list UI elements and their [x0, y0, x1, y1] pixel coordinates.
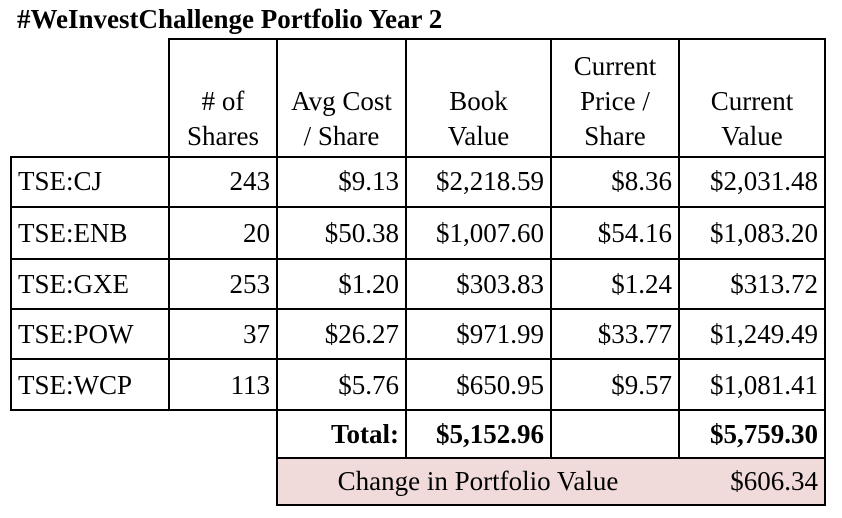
current-value-cell: $1,083.20 — [710, 217, 818, 248]
ticker-cell: TSE:CJ — [18, 166, 103, 196]
page-title: #WeInvestChallenge Portfolio Year 2 — [17, 4, 443, 34]
current-price-cell: $54.16 — [597, 217, 672, 248]
avg-cost-cell: $26.27 — [324, 318, 399, 349]
current-value-cell: $313.72 — [730, 268, 818, 299]
table-border — [550, 38, 552, 459]
book-value-cell: $1,007.60 — [436, 217, 544, 248]
total-book-value: $5,152.96 — [436, 419, 544, 449]
ticker-cell: TSE:ENB — [18, 217, 128, 248]
avg-cost-cell: $50.38 — [324, 217, 399, 248]
current-value-cell: $1,081.41 — [710, 369, 818, 400]
current-price-cell: $1.24 — [611, 268, 672, 299]
table-border — [10, 308, 826, 310]
current-value-cell: $2,031.48 — [710, 166, 818, 196]
current-price-cell: $33.77 — [597, 318, 672, 349]
table-border — [10, 206, 826, 208]
table-border — [276, 38, 278, 506]
table-border — [168, 38, 826, 40]
table-border — [678, 38, 680, 459]
table-border — [824, 38, 826, 506]
avg-cost-cell: $9.13 — [338, 166, 399, 196]
header-current-price: Current Price / Share — [573, 51, 657, 151]
current-price-cell: $8.36 — [611, 166, 672, 196]
ticker-cell: TSE:GXE — [18, 268, 129, 299]
total-label: Total: — [330, 419, 399, 449]
avg-cost-cell: $1.20 — [338, 268, 399, 299]
header-current-value: Current Value — [710, 86, 794, 151]
book-value-cell: $2,218.59 — [436, 166, 544, 196]
shares-cell: 20 — [243, 217, 270, 248]
shares-cell: 243 — [229, 166, 271, 196]
table-border — [10, 258, 826, 260]
current-value-cell: $1,249.49 — [710, 318, 818, 349]
table-border — [276, 504, 826, 506]
table-border — [10, 409, 826, 411]
book-value-cell: $650.95 — [456, 369, 544, 400]
shares-cell: 113 — [230, 369, 271, 400]
avg-cost-cell: $5.76 — [338, 369, 399, 400]
current-price-cell: $9.57 — [611, 369, 672, 400]
table-border — [405, 38, 407, 459]
book-value-cell: $971.99 — [456, 318, 544, 349]
header-shares: # of Shares — [187, 86, 259, 151]
header-avg-cost: Avg Cost / Share — [291, 86, 392, 151]
total-current-value: $5,759.30 — [710, 419, 818, 449]
table-border — [10, 156, 826, 158]
change-row-background — [277, 458, 825, 505]
shares-cell: 37 — [243, 318, 270, 349]
ticker-cell: TSE:POW — [18, 318, 134, 349]
table-border — [10, 358, 826, 360]
book-value-cell: $303.83 — [456, 268, 544, 299]
shares-cell: 253 — [229, 268, 271, 299]
table-border — [168, 38, 170, 411]
table-border — [10, 156, 12, 411]
header-book-value: Book Value — [447, 86, 510, 151]
change-label: Change in Portfolio Value — [337, 466, 619, 496]
ticker-cell: TSE:WCP — [18, 369, 133, 400]
change-value: $606.34 — [730, 466, 818, 496]
